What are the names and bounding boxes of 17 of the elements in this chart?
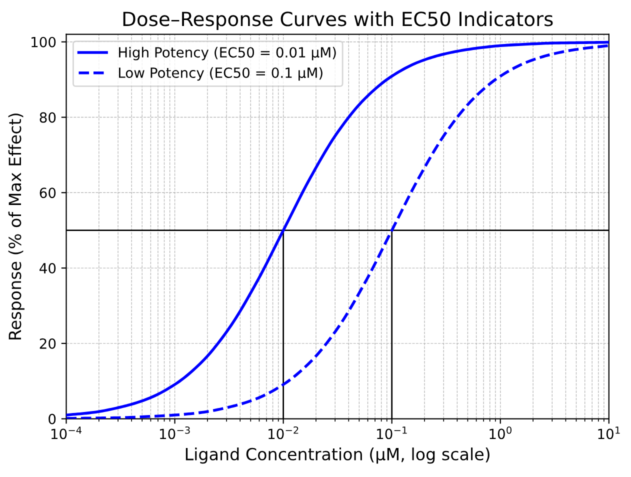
legend-label: Low Potency (EC50 = 0.1 μM) xyxy=(119,67,322,81)
y-tick-label: 100 xyxy=(32,36,56,48)
y-tick-label: 20 xyxy=(40,338,56,349)
x-tick-label: 10$^{0}$ xyxy=(490,426,512,440)
x-tick-label: 10$^{−2}$ xyxy=(268,426,298,440)
x-tick-label: 10$^{−3}$ xyxy=(160,426,190,440)
y-tick-label: 80 xyxy=(40,112,56,123)
x-tick-label: 10$^{−1}$ xyxy=(377,426,407,440)
y-tick-label: 40 xyxy=(40,263,56,274)
x-tick-label: 10$^{−4}$ xyxy=(51,426,82,440)
y-axis-title: Response (% of Max Effect) xyxy=(8,114,24,340)
legend-label: High Potency (EC50 = 0.01 μM) xyxy=(119,46,336,60)
chart-title: Dose–Response Curves with EC50 Indicators xyxy=(123,11,553,30)
x-axis-title: Ligand Concentration (μM, log scale) xyxy=(186,448,490,464)
x-tick-label: 10$^{1}$ xyxy=(598,426,620,440)
y-tick-label: 0 xyxy=(48,414,56,424)
y-tick-label: 60 xyxy=(40,188,56,198)
